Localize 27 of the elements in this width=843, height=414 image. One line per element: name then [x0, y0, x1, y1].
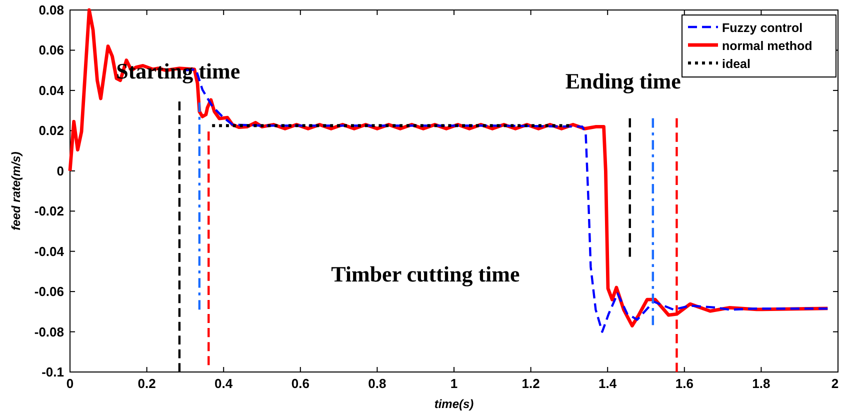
- annotation: Timber cutting time: [331, 262, 520, 286]
- y-tick-label: 0.04: [38, 82, 65, 98]
- x-tick-label: 0.4: [214, 376, 234, 391]
- y-tick-label: 0.02: [38, 123, 64, 138]
- y-tick-label: 0: [56, 163, 64, 178]
- legend-label: ideal: [722, 57, 750, 71]
- legend-label: Fuzzy control: [722, 21, 803, 35]
- y-tick-label: -0.1: [42, 364, 64, 380]
- x-tick-label: 1.2: [522, 376, 540, 391]
- x-tick-label: 1.6: [675, 376, 694, 391]
- x-tick-label: 0.8: [368, 376, 386, 391]
- x-tick-label: 0.2: [138, 376, 156, 391]
- x-axis-title: time(s): [434, 397, 474, 411]
- y-tick-label: -0.08: [34, 324, 64, 340]
- y-tick-label: -0.02: [34, 204, 64, 219]
- y-axis-title: feed rate(m/s): [9, 152, 23, 230]
- legend-label: normal method: [722, 39, 812, 53]
- x-tick-label: 1: [450, 376, 458, 391]
- x-tick-label: 0.6: [291, 376, 310, 391]
- y-tick-label: -0.06: [34, 284, 64, 300]
- x-tick-label: 2: [831, 376, 839, 391]
- x-tick-label: 1.4: [598, 376, 618, 391]
- x-tick-label: 1.8: [752, 376, 770, 391]
- y-tick-label: 0.06: [38, 42, 64, 58]
- y-tick-label: 0.08: [38, 2, 64, 18]
- y-tick-label: -0.04: [34, 244, 65, 259]
- annotation: Ending time: [565, 68, 682, 94]
